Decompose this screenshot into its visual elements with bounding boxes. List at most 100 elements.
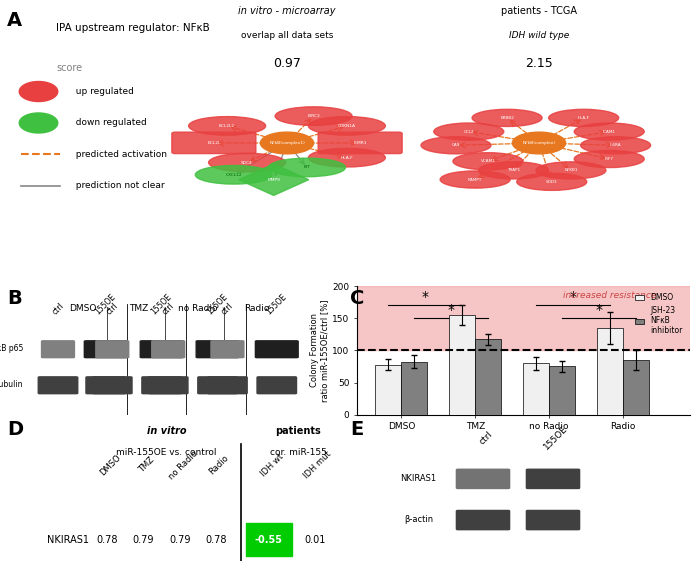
Text: 155OE: 155OE <box>150 292 174 316</box>
Text: 155OE: 155OE <box>206 292 230 316</box>
Legend: DMSO, JSH-23
NFκB
inhibitor: DMSO, JSH-23 NFκB inhibitor <box>632 290 686 339</box>
Ellipse shape <box>479 162 549 179</box>
Text: predicted activation: predicted activation <box>70 150 167 159</box>
Text: up regulated: up regulated <box>70 87 134 96</box>
FancyBboxPatch shape <box>257 377 297 394</box>
Text: β-actin: β-actin <box>404 515 433 524</box>
Bar <box>401 362 427 415</box>
FancyBboxPatch shape <box>208 377 247 394</box>
Ellipse shape <box>440 171 510 188</box>
Text: IL6RA: IL6RA <box>610 143 622 147</box>
Text: BIRC3: BIRC3 <box>307 114 320 118</box>
Text: in vitro: in vitro <box>147 426 186 436</box>
Text: MMP9: MMP9 <box>267 178 280 182</box>
Text: HLA-F: HLA-F <box>578 116 589 120</box>
Ellipse shape <box>421 137 491 154</box>
Text: down regulated: down regulated <box>70 118 147 128</box>
Text: p-NFκB p65: p-NFκB p65 <box>0 344 24 353</box>
FancyBboxPatch shape <box>256 341 298 358</box>
Text: IRF7: IRF7 <box>605 157 614 161</box>
Text: NKIRAS1: NKIRAS1 <box>400 474 437 483</box>
Text: TMZ: TMZ <box>137 455 156 474</box>
Text: KIT: KIT <box>304 165 310 169</box>
FancyBboxPatch shape <box>526 469 580 488</box>
Text: TMZ: TMZ <box>129 304 148 313</box>
Text: CCL2: CCL2 <box>463 130 474 134</box>
FancyBboxPatch shape <box>86 377 125 394</box>
Circle shape <box>512 132 566 154</box>
Text: E: E <box>350 420 363 439</box>
FancyBboxPatch shape <box>456 510 510 530</box>
Text: Radio: Radio <box>244 304 270 313</box>
FancyBboxPatch shape <box>142 377 181 394</box>
FancyBboxPatch shape <box>246 523 292 557</box>
Text: 0.01: 0.01 <box>304 535 326 545</box>
FancyBboxPatch shape <box>211 341 244 358</box>
Text: -0.55: -0.55 <box>255 535 283 545</box>
Bar <box>475 339 501 415</box>
Text: ICAM1: ICAM1 <box>603 130 616 134</box>
Text: ctrl: ctrl <box>104 301 120 316</box>
Bar <box>449 315 475 415</box>
Text: CA9: CA9 <box>452 143 460 147</box>
Text: *: * <box>596 303 603 317</box>
Bar <box>623 360 649 415</box>
Text: SDC4: SDC4 <box>241 161 253 165</box>
Text: NFkB(complex): NFkB(complex) <box>522 141 556 145</box>
Text: no Radio: no Radio <box>178 304 218 313</box>
Ellipse shape <box>472 109 542 126</box>
FancyBboxPatch shape <box>38 377 78 394</box>
Text: Radio: Radio <box>208 454 231 476</box>
Text: 0.79: 0.79 <box>169 535 190 545</box>
Text: SOD3: SOD3 <box>546 180 558 184</box>
Text: 2.15: 2.15 <box>525 57 553 70</box>
Y-axis label: Colony Formation
ratio miR-155OE/ctrl [%]: Colony Formation ratio miR-155OE/ctrl [%… <box>310 299 329 402</box>
Ellipse shape <box>434 123 504 140</box>
Text: *: * <box>570 290 577 304</box>
Text: CDKN1A: CDKN1A <box>338 124 356 128</box>
Text: α-Tubulin: α-Tubulin <box>0 380 24 389</box>
Ellipse shape <box>549 109 619 126</box>
Text: miR-155OE vs. control: miR-155OE vs. control <box>116 448 217 457</box>
Text: BCL2L2: BCL2L2 <box>219 124 235 128</box>
Text: DMSO: DMSO <box>98 452 122 477</box>
Text: D: D <box>7 420 23 439</box>
Text: ctrl: ctrl <box>220 301 235 316</box>
Text: 155OE: 155OE <box>94 292 118 316</box>
Text: B: B <box>7 289 22 308</box>
Ellipse shape <box>20 81 57 102</box>
Text: IDH wt: IDH wt <box>258 452 285 478</box>
Text: score: score <box>56 63 82 73</box>
Text: NFkB(complex1): NFkB(complex1) <box>269 141 305 145</box>
Text: in vitro - microarray: in vitro - microarray <box>238 6 336 15</box>
Text: prediction not clear: prediction not clear <box>70 181 164 190</box>
Bar <box>375 364 401 415</box>
Text: no Radio: no Radio <box>167 448 200 481</box>
Text: ERBB2: ERBB2 <box>500 116 514 120</box>
Text: 155OE: 155OE <box>265 292 289 316</box>
Text: A: A <box>7 11 22 30</box>
FancyBboxPatch shape <box>41 341 74 358</box>
Text: VCAM1: VCAM1 <box>481 159 495 163</box>
Circle shape <box>260 132 314 154</box>
Ellipse shape <box>195 165 272 184</box>
Ellipse shape <box>574 123 644 140</box>
Ellipse shape <box>517 173 587 190</box>
Text: C: C <box>350 289 365 308</box>
Text: BCL2L: BCL2L <box>207 141 220 145</box>
Text: NAMPT: NAMPT <box>468 177 482 181</box>
Text: *: * <box>448 303 455 317</box>
Ellipse shape <box>309 148 385 167</box>
Ellipse shape <box>574 150 644 168</box>
Text: overlap all data sets: overlap all data sets <box>241 31 333 41</box>
Bar <box>549 367 575 415</box>
Text: TRAP1: TRAP1 <box>507 168 520 172</box>
Ellipse shape <box>453 153 523 170</box>
Text: IDH mut: IDH mut <box>302 450 333 480</box>
Text: 0.79: 0.79 <box>133 535 154 545</box>
Ellipse shape <box>20 113 57 133</box>
Text: CXCL12: CXCL12 <box>225 173 242 177</box>
Text: cor. miR-155: cor. miR-155 <box>270 448 327 457</box>
Text: 155OE: 155OE <box>542 424 570 451</box>
FancyBboxPatch shape <box>152 341 185 358</box>
